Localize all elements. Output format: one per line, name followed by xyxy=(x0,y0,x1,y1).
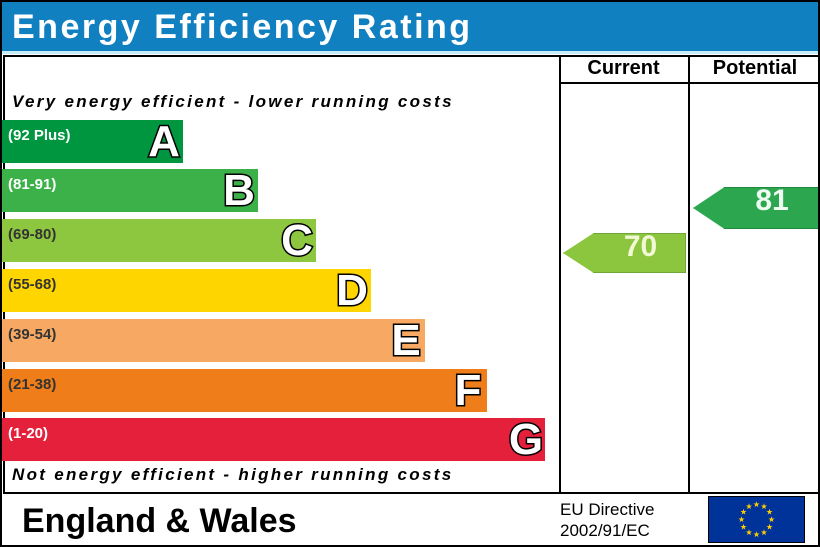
svg-text:B: B xyxy=(223,166,255,215)
svg-text:F: F xyxy=(455,366,482,415)
svg-text:E: E xyxy=(391,316,420,365)
svg-text:A: A xyxy=(148,117,180,166)
svg-text:G: G xyxy=(509,415,543,464)
svg-text:C: C xyxy=(281,216,313,265)
svg-text:D: D xyxy=(336,266,368,315)
